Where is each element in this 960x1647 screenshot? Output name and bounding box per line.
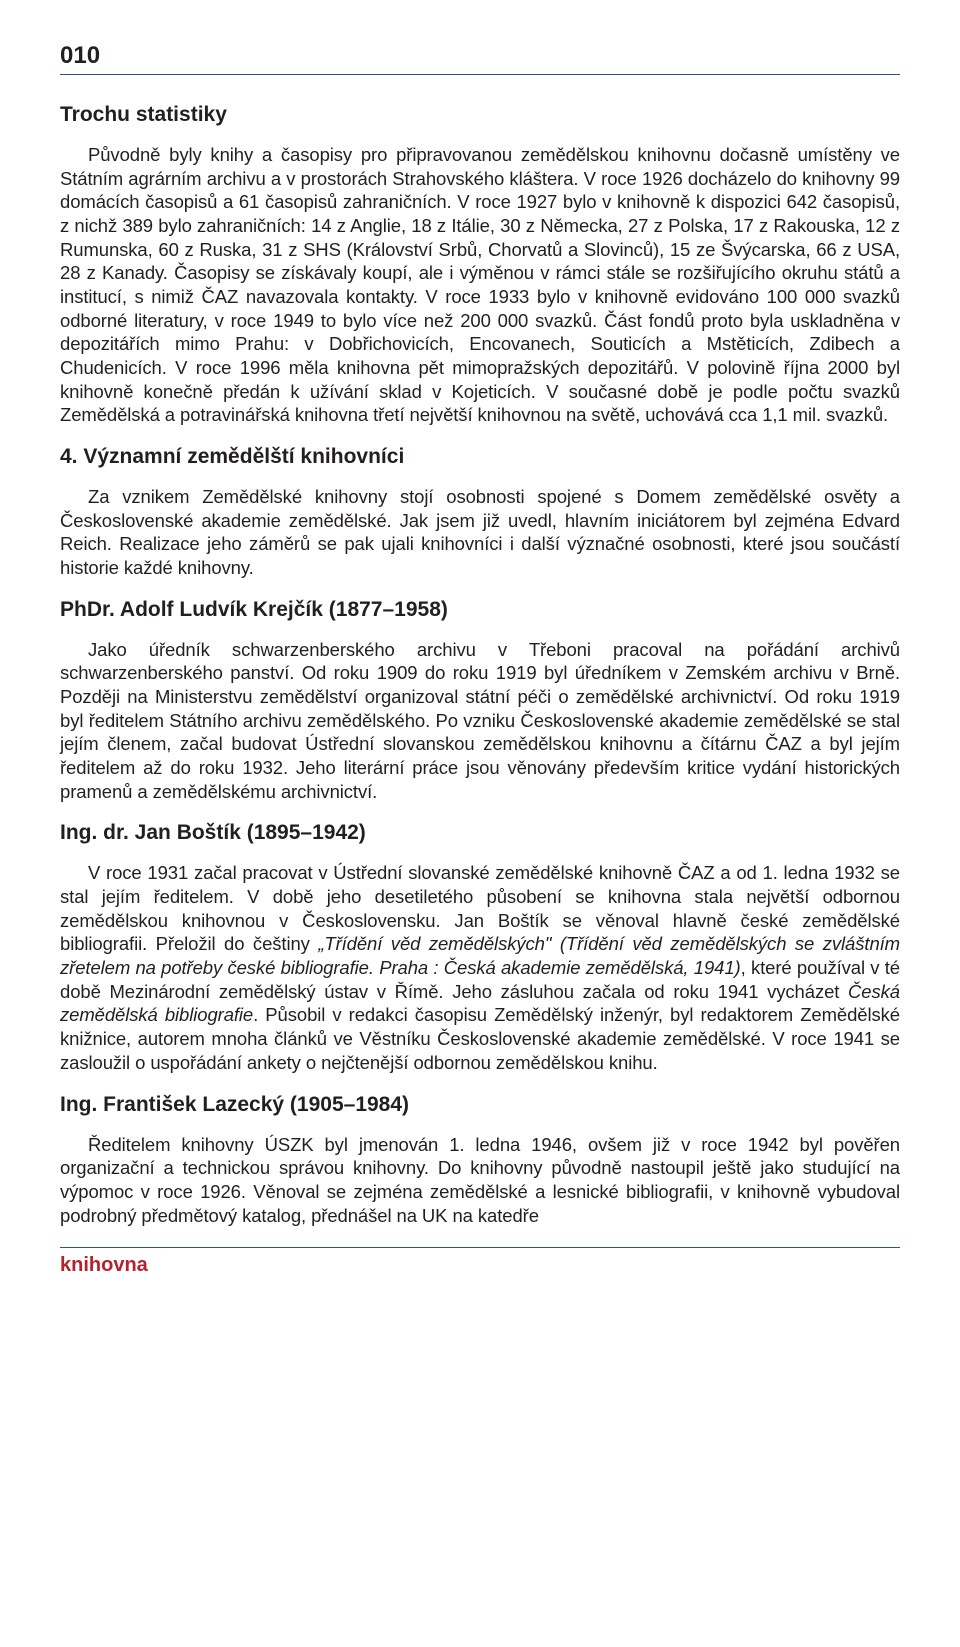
heading-trochu-statistiky: Trochu statistiky	[60, 103, 900, 127]
heading-section-4: 4. Významní zemědělští knihovníci	[60, 445, 900, 469]
heading-bostik: Ing. dr. Jan Boštík (1895–1942)	[60, 821, 900, 845]
heading-lazecky: Ing. František Lazecký (1905–1984)	[60, 1093, 900, 1117]
heading-krejcik: PhDr. Adolf Ludvík Krejčík (1877–1958)	[60, 598, 900, 622]
page-number: 010	[60, 42, 900, 70]
paragraph-lazecky: Ředitelem knihovny ÚSZK byl jmenován 1. …	[60, 1133, 900, 1228]
paragraph-section-4: Za vznikem Zemědělské knihovny stojí oso…	[60, 485, 900, 580]
footer-rule	[60, 1247, 900, 1248]
paragraph-krejcik: Jako úředník schwarzenberského archivu v…	[60, 638, 900, 804]
paragraph-statistiky: Původně byly knihy a časopisy pro připra…	[60, 143, 900, 427]
top-rule	[60, 74, 900, 75]
footer-label: knihovna	[60, 1254, 900, 1277]
paragraph-bostik: V roce 1931 začal pracovat v Ústřední sl…	[60, 861, 900, 1074]
